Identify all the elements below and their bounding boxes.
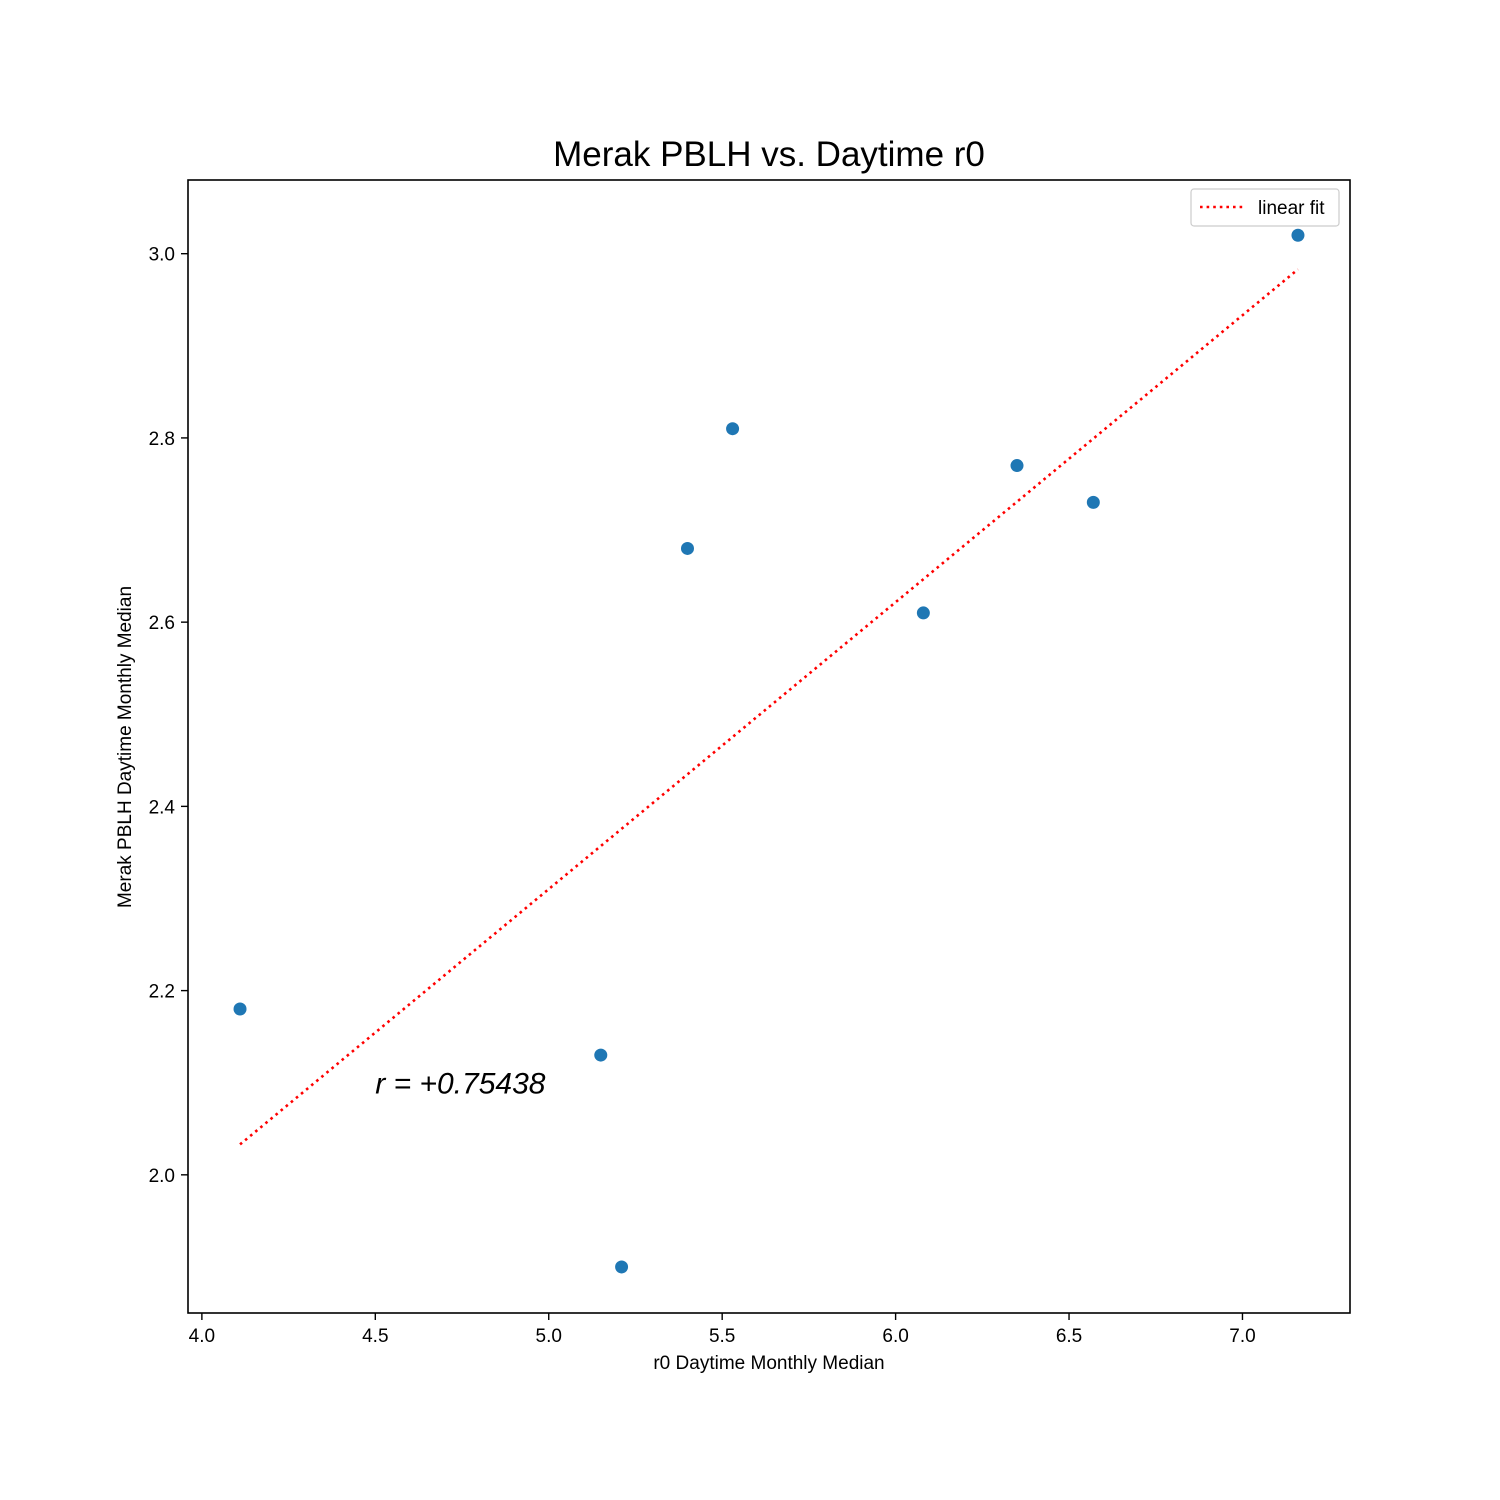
x-tick-label: 5.5 bbox=[709, 1326, 735, 1347]
x-axis-label: r0 Daytime Monthly Median bbox=[653, 1353, 884, 1374]
plot-area bbox=[233, 228, 1305, 1274]
y-axis-label: Merak PBLH Daytime Monthly Median bbox=[115, 586, 136, 908]
legend: linear fit bbox=[1190, 188, 1340, 227]
legend-label: linear fit bbox=[1258, 198, 1325, 219]
linear-fit-line bbox=[239, 268, 1299, 1146]
x-tick-label: 4.0 bbox=[189, 1326, 215, 1347]
data-point bbox=[594, 1048, 608, 1062]
x-tick-label: 6.5 bbox=[1056, 1326, 1082, 1347]
legend-box bbox=[1190, 188, 1340, 227]
data-point bbox=[1291, 228, 1305, 242]
data-point bbox=[1010, 459, 1024, 473]
data-point bbox=[916, 606, 930, 620]
data-point bbox=[1086, 495, 1100, 509]
y-tick-label: 2.8 bbox=[149, 429, 175, 450]
y-tick-label: 2.2 bbox=[149, 982, 175, 1003]
x-tick-label: 4.5 bbox=[362, 1326, 388, 1347]
y-tick-label: 2.0 bbox=[149, 1166, 175, 1187]
plot-frame bbox=[187, 179, 1351, 1314]
data-point bbox=[726, 422, 740, 436]
x-tick-label: 6.0 bbox=[882, 1326, 908, 1347]
y-tick-label: 3.0 bbox=[149, 245, 175, 266]
y-axis: 2.0 2.2 2.4 2.6 2.8 3.0 bbox=[149, 245, 188, 1187]
x-tick-label: 5.0 bbox=[536, 1326, 562, 1347]
chart-title: Merak PBLH vs. Daytime r0 bbox=[553, 135, 985, 174]
y-tick-label: 2.6 bbox=[149, 613, 175, 634]
correlation-annotation: r = +0.75438 bbox=[375, 1068, 545, 1101]
y-tick-label: 2.4 bbox=[149, 797, 176, 818]
data-point bbox=[233, 1002, 247, 1016]
data-point bbox=[615, 1260, 629, 1274]
x-tick-label: 7.0 bbox=[1229, 1326, 1255, 1347]
data-point bbox=[680, 541, 694, 555]
x-axis: 4.0 4.5 5.0 5.5 6.0 6.5 7.0 bbox=[189, 1313, 1256, 1347]
